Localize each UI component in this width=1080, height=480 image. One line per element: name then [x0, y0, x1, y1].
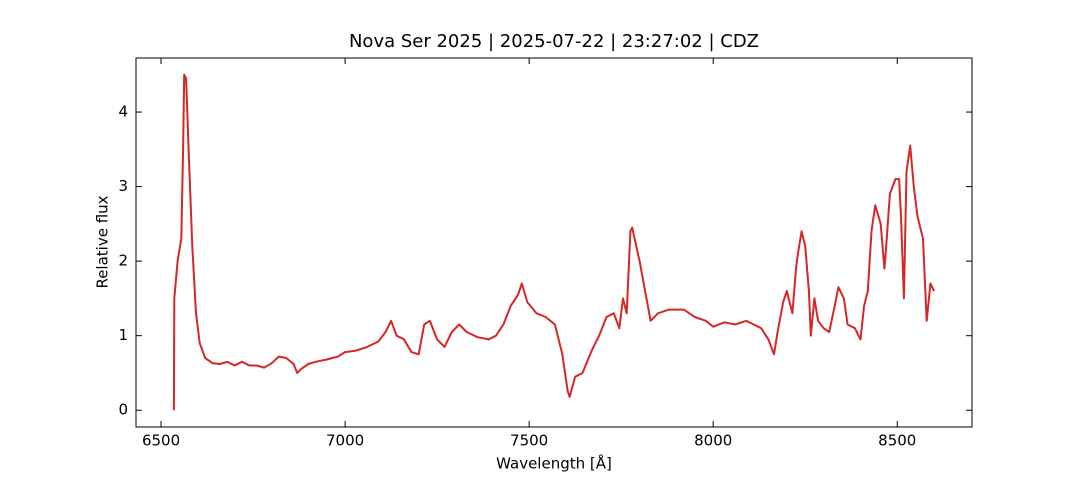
y-tick-label: 3	[118, 177, 128, 195]
y-tick-label: 0	[118, 401, 128, 419]
x-tick-label: 7500	[510, 432, 548, 450]
plot-frame	[135, 57, 973, 428]
spectrum-line	[172, 73, 935, 411]
x-tick-label: 7000	[326, 432, 364, 450]
x-axis-label: Wavelength [Å]	[496, 454, 612, 473]
y-tick-label: 2	[118, 252, 128, 270]
x-tick-label: 6500	[142, 432, 180, 450]
x-tick-label: 8000	[694, 432, 732, 450]
y-tick-label: 4	[118, 103, 128, 121]
x-tick-label: 8500	[878, 432, 916, 450]
y-tick-label: 1	[118, 326, 128, 344]
chart-title: Nova Ser 2025 | 2025-07-22 | 23:27:02 | …	[349, 31, 759, 52]
y-axis-label: Relative flux	[94, 195, 112, 288]
